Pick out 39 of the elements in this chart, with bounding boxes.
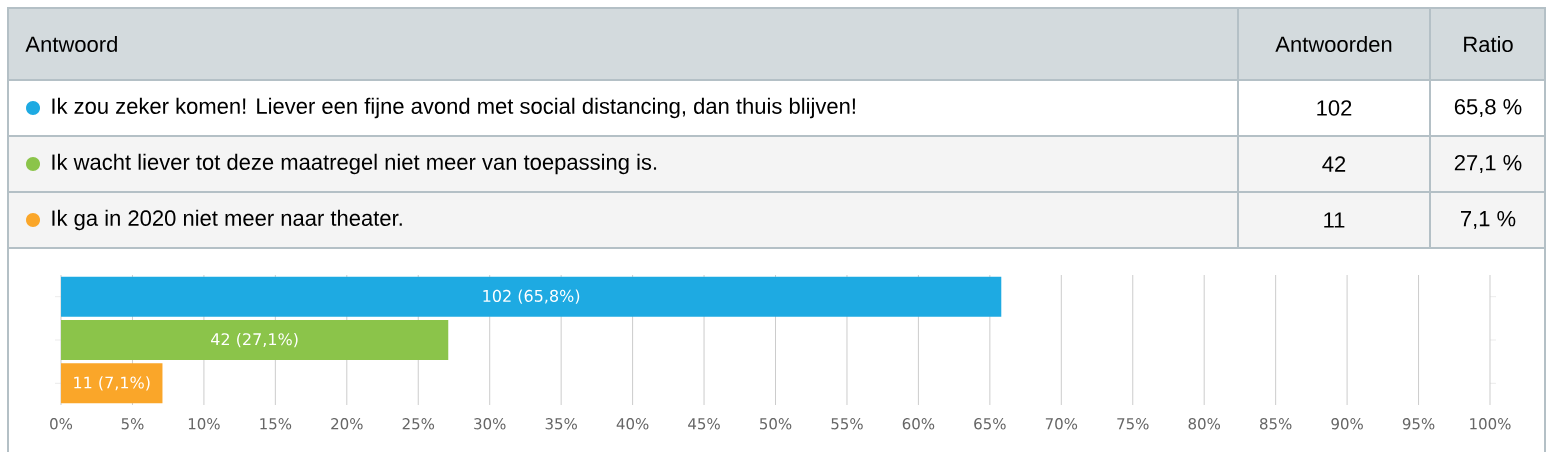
x-tick-label: 55% <box>831 418 863 430</box>
data-label: 42 (27,1%) <box>211 332 298 348</box>
x-tick-label: 35% <box>545 418 577 430</box>
text: Ik wacht liever tot deze maatregel niet meer van toepassing is. <box>52 153 657 175</box>
data-label: 102 (65,8%) <box>483 289 580 304</box>
text: 102 <box>1317 100 1352 116</box>
x-tick-label: 10% <box>188 418 220 430</box>
text: Antwoord <box>25 35 117 53</box>
x-tick-label: 80% <box>1188 418 1221 430</box>
text: Ratio <box>1464 35 1513 53</box>
text: Ik ga in 2020 niet meer naar theater. <box>52 209 402 231</box>
x-tick-label: 50% <box>760 418 792 430</box>
text: Ik zou zeker komen! Liever een fijne avond met social distancing, dan thuis blijven! <box>52 97 855 119</box>
x-tick-label: 25% <box>402 418 435 430</box>
x-tick-label: 90% <box>1331 418 1363 430</box>
bar <box>61 276 1002 317</box>
text: 27,1 % <box>1454 154 1522 174</box>
x-tick-label: 70% <box>1045 418 1078 430</box>
x-tick-label: 15% <box>260 418 292 430</box>
x-tick-label: 5% <box>121 418 144 430</box>
text: 7,1 % <box>1461 210 1516 230</box>
x-tick-label: 45% <box>688 418 720 430</box>
text: Antwoorden <box>1275 35 1392 53</box>
x-tick-label: 30% <box>474 418 506 430</box>
bar <box>61 320 449 361</box>
x-tick-label: 75% <box>1117 418 1149 430</box>
x-tick-label: 40% <box>616 418 649 430</box>
text: 65,8 % <box>1454 98 1522 118</box>
data-label: 11 (7,1%) <box>74 376 150 391</box>
x-tick-label: 0% <box>50 418 73 430</box>
x-tick-label: 20% <box>331 418 363 430</box>
x-tick-label: 95% <box>1402 418 1435 430</box>
text: 42 <box>1322 156 1346 172</box>
bar <box>61 363 163 404</box>
text: 11 <box>1324 212 1345 228</box>
x-tick-label: 65% <box>974 418 1006 430</box>
x-tick-label: 100% <box>1470 418 1511 430</box>
x-tick-label: 85% <box>1259 418 1292 430</box>
x-tick-label: 60% <box>902 418 935 430</box>
